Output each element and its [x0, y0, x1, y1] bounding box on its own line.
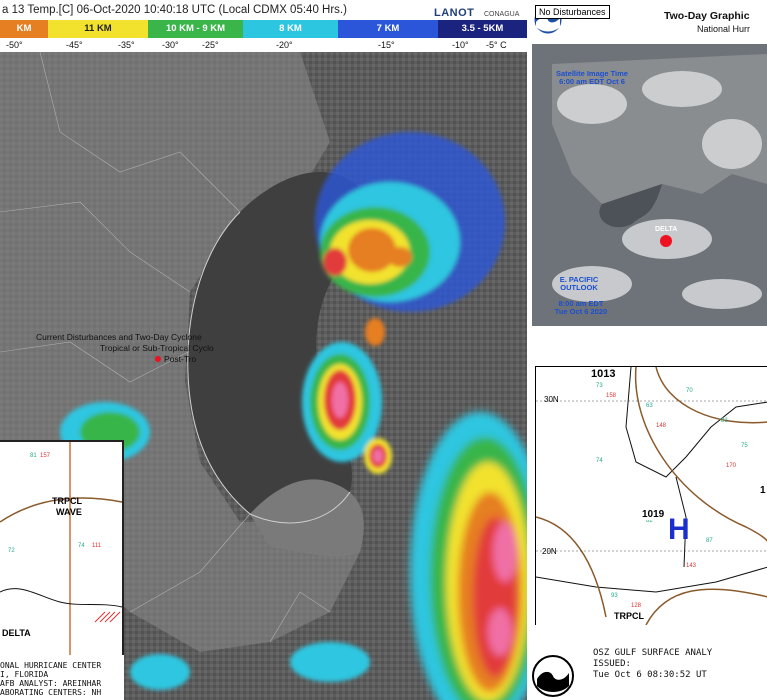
svg-text:81: 81 [30, 453, 37, 459]
outlook-caption-line: Post-Tro [164, 354, 197, 364]
station-plots-red: 158 148 170 128 143 [606, 393, 737, 609]
epac-time-line: Tue Oct 6 2020 [554, 307, 608, 316]
svg-text:148: 148 [656, 423, 667, 429]
trpcl-label: TRPCL [614, 611, 644, 621]
svg-text:93: 93 [611, 593, 618, 599]
no-disturbances-label: No Disturbances [535, 5, 610, 19]
epac-outlook-caption: E. PACIFIC OUTLOOK [539, 276, 619, 292]
svg-text:73: 73 [596, 383, 603, 389]
tick-label: -20° [276, 40, 293, 50]
svg-text:74: 74 [78, 543, 85, 549]
surface-analysis-footer: OSZ GULF SURFACE ANALY ISSUED: Tue Oct 6… [527, 626, 767, 700]
state-boundaries [0, 52, 331, 643]
scale-cell-4: 7 KM [338, 20, 438, 38]
inset-wave-label: WAVE [56, 507, 82, 517]
svg-text:70: 70 [686, 388, 693, 394]
svg-text:74: 74 [596, 458, 603, 464]
surface-analysis-map: 73 63 70 82 75 74 82 87 93 158 148 170 128 143 10… [535, 366, 767, 625]
outlook-gulf [599, 184, 662, 228]
lat-20n-label: 20N [542, 547, 557, 556]
satellite-infrared-map [0, 52, 527, 700]
svg-text:75: 75 [741, 443, 748, 449]
image-time-line: Satellite Image Time [556, 69, 628, 78]
tick-label: -35° [118, 40, 135, 50]
tick-label: -45° [66, 40, 83, 50]
scale-cell-5: 3.5 - 5KM [438, 20, 527, 38]
image-time-caption: Satellite Image Time 6:00 am EDT Oct 6 [547, 70, 637, 86]
svg-text:128: 128 [631, 603, 642, 609]
delta-storm-marker [660, 235, 672, 247]
outlook-caption-line: Tropical or Sub-Tropical Cyclo [100, 343, 214, 353]
image-time-line: 6:00 am EDT Oct 6 [559, 77, 625, 86]
tick-label: -50° [6, 40, 23, 50]
svg-text:158: 158 [606, 393, 617, 399]
surface-footer-line: ISSUED: [593, 659, 631, 669]
convection-ne-gulf [315, 132, 505, 312]
outlook-satellite-map [532, 44, 767, 326]
inset-trpcl-label: TRPCL [52, 496, 82, 506]
svg-text:170: 170 [726, 463, 737, 469]
scale-cell-3: 8 KM [243, 20, 338, 38]
svg-text:63: 63 [646, 403, 653, 409]
inset-footer-line: AFB ANALYST: AREINHAR [0, 679, 102, 688]
svg-text:143: 143 [686, 563, 697, 569]
isobars [536, 367, 767, 625]
tick-label: -25° [202, 40, 219, 50]
surface-coastline [536, 367, 767, 593]
tick-label: -5° C [486, 40, 507, 50]
delta-storm-label: DELTA [655, 226, 678, 233]
scale-cell-0: KM [0, 20, 48, 38]
inset-footer-line: ONAL HURRICANE CENTER [0, 661, 102, 670]
surface-footer-line: Tue Oct 6 08:30:52 UT [593, 670, 707, 680]
isobar-partial-label: 1 [760, 485, 766, 496]
isobar-1019-label: 1019 [642, 509, 665, 520]
convection-delta [410, 412, 527, 700]
isobar-1013-label: 1013 [591, 368, 616, 380]
lanot-logo: LANOT [434, 7, 475, 19]
epac-line: OUTLOOK [560, 283, 598, 292]
convection-west-gulf [302, 318, 392, 474]
high-pressure-symbol: H [668, 513, 690, 546]
outlook-title: Two-Day Graphic [664, 10, 750, 22]
svg-text:111: 111 [92, 543, 102, 549]
epac-line: E. PACIFIC [559, 275, 599, 284]
tropical-inset-map: 81 74 72 157 111 TRPCL WAVE DELTA [0, 440, 124, 657]
epac-time-line: 8:00 am EDT [558, 299, 604, 308]
coastline [187, 211, 351, 524]
temperature-ticks: -50° -45° -35° -30° -25° -20° -15° -10° … [0, 38, 527, 52]
post-tropical-dot-icon [155, 356, 161, 362]
outlook-clouds [552, 71, 762, 309]
epac-time-caption: 8:00 am EDT Tue Oct 6 2020 [541, 300, 621, 316]
satellite-panel: a 13 Temp.[C] 06-Oct-2020 10:40:18 UTC (… [0, 0, 527, 700]
noaa-footer-logo-icon [532, 655, 574, 697]
lat-30n-label: 30N [544, 395, 559, 404]
warning-hatch [94, 611, 121, 623]
surface-footer-line: OSZ GULF SURFACE ANALY [593, 648, 713, 658]
conagua-logo: CONAGUA [484, 11, 520, 18]
inset-chart: 81 74 72 157 111 [0, 442, 122, 657]
satellite-title: a 13 Temp.[C] 06-Oct-2020 10:40:18 UTC (… [2, 4, 347, 16]
tick-label: -10° [452, 40, 469, 50]
surface-analysis-chart: 73 63 70 82 75 74 82 87 93 158 148 170 128 143 [536, 367, 767, 625]
svg-text:87: 87 [706, 538, 713, 544]
outlook-subtitle: National Hurr [697, 24, 751, 34]
station-plots: 73 63 70 82 75 74 82 87 93 [596, 383, 748, 599]
tick-label: -15° [378, 40, 395, 50]
altitude-color-scale: KM 11 KM 10 KM - 9 KM 8 KM 7 KM 3.5 - 5K… [0, 20, 527, 38]
svg-text:82: 82 [721, 418, 728, 424]
svg-text:82: 82 [646, 518, 653, 524]
inset-footer: ONAL HURRICANE CENTER I, FLORIDA AFB ANA… [0, 655, 124, 700]
two-day-outlook-panel: Two-Day Graphic National Hurr No Disturb… [527, 0, 767, 340]
tick-label: -30° [162, 40, 179, 50]
inset-footer-line: ABORATING CENTERS: NH [0, 688, 102, 697]
yucatan-peninsula [250, 479, 364, 557]
satellite-title-bar: a 13 Temp.[C] 06-Oct-2020 10:40:18 UTC (… [0, 0, 527, 20]
svg-text:157: 157 [40, 453, 51, 459]
inset-footer-line: I, FLORIDA [0, 670, 49, 679]
scale-cell-2: 10 KM - 9 KM [148, 20, 243, 38]
scale-cell-1: 11 KM [48, 20, 148, 38]
outlook-caption-line: Current Disturbances and Two-Day Cyclone [36, 332, 202, 342]
inset-delta-label: DELTA [2, 628, 31, 638]
svg-text:72: 72 [8, 548, 15, 554]
